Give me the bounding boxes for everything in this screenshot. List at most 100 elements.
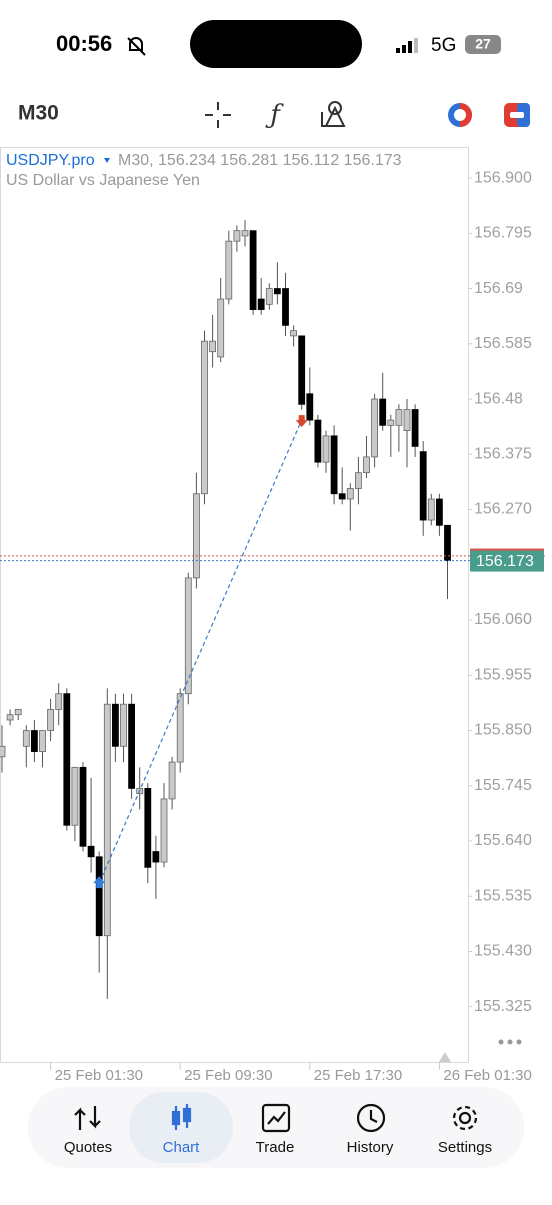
y-tick-label: 156.69 <box>474 280 523 297</box>
y-tick-label: 155.325 <box>474 998 532 1015</box>
nav-tab-label[interactable]: Settings <box>438 1139 492 1156</box>
candle-body <box>144 787 152 868</box>
candle-body <box>306 393 314 421</box>
candle-body <box>265 288 273 305</box>
candle-body <box>0 745 6 758</box>
candle-body <box>314 419 322 463</box>
candle-body <box>241 230 249 237</box>
candle-body <box>363 456 370 474</box>
crosshair-icon[interactable] <box>205 102 231 128</box>
nav-tab-label[interactable]: Trade <box>256 1139 295 1156</box>
x-tick-label: 25 Feb 17:30 <box>314 1067 402 1084</box>
candle-body <box>79 766 87 847</box>
candle-body <box>71 766 79 826</box>
y-tick-label: 155.430 <box>474 943 532 960</box>
candle-body <box>354 472 362 489</box>
trade-tab-icon[interactable] <box>261 1103 291 1133</box>
buy-arrow <box>93 876 106 889</box>
candle-body <box>47 709 54 731</box>
ohlc-info: M30, 156.234 156.281 156.112 156.173 <box>118 152 402 169</box>
candle-body <box>338 493 346 500</box>
settings-icon[interactable] <box>452 1105 478 1131</box>
candle-body <box>346 488 354 500</box>
candle-body <box>427 498 435 521</box>
symbol-menu-arrow[interactable] <box>104 158 110 163</box>
y-tick-label: 155.955 <box>474 666 532 683</box>
candle-body <box>379 398 387 426</box>
timeframe[interactable]: M30 <box>18 102 59 125</box>
quotes-icon[interactable] <box>74 1106 101 1130</box>
symbol[interactable]: USDJPY.pro <box>6 152 95 169</box>
candle-body <box>30 730 38 752</box>
candle-body <box>201 340 208 495</box>
battery-level: 27 <box>475 36 491 52</box>
objects-icon[interactable] <box>321 101 346 127</box>
candle-body <box>184 577 192 695</box>
candle-body <box>112 703 119 747</box>
nav-tab-label[interactable]: Chart <box>163 1139 201 1156</box>
candle-body <box>257 298 265 310</box>
candle-body <box>217 298 225 358</box>
candle-body <box>39 730 46 752</box>
nav-tab-label[interactable]: History <box>347 1139 394 1156</box>
y-tick-label: 156.270 <box>474 501 532 518</box>
one-click-icon[interactable] <box>448 103 472 127</box>
x-tick-label: 26 Feb 01:30 <box>443 1067 531 1084</box>
network-type: 5G <box>431 35 456 56</box>
candle-body <box>387 419 395 426</box>
last-price-label: 156.173 <box>476 553 534 570</box>
candle-body <box>14 709 22 716</box>
candle-body <box>176 693 184 763</box>
candle-body <box>225 240 233 300</box>
candle-body <box>128 703 136 789</box>
bell-off-icon <box>127 37 146 56</box>
candle-body <box>87 845 95 858</box>
nav-tab-label[interactable]: Quotes <box>64 1139 112 1156</box>
y-tick-label: 155.535 <box>474 887 532 904</box>
candle-body <box>95 856 103 937</box>
sell-arrow <box>295 415 308 428</box>
candle-body <box>249 230 257 310</box>
chart-icon[interactable] <box>171 1104 192 1130</box>
candle-body <box>411 409 419 447</box>
candle-body <box>395 409 403 426</box>
candle-body <box>290 330 298 337</box>
symbol-description: US Dollar vs Japanese Yen <box>6 172 200 189</box>
battery <box>465 35 501 54</box>
y-tick-label: 156.900 <box>474 169 532 186</box>
y-tick-label: 156.060 <box>474 611 532 628</box>
price-tag <box>470 548 544 572</box>
y-tick-label: 155.745 <box>474 777 532 794</box>
candle-body <box>192 493 200 579</box>
x-tick-label: 25 Feb 01:30 <box>55 1067 143 1084</box>
candle-body <box>435 498 443 526</box>
status-time: 00:56 <box>56 31 112 56</box>
candle-body <box>371 398 379 458</box>
more-dots[interactable] <box>498 1039 522 1045</box>
shift-marker[interactable] <box>439 1052 451 1062</box>
active-tab <box>129 1092 233 1163</box>
candle-body <box>168 761 176 800</box>
candle-body <box>55 693 63 710</box>
nav-icons <box>74 1103 478 1133</box>
candle-body <box>103 703 111 937</box>
trade-icon[interactable] <box>504 103 530 127</box>
dynamic-island <box>190 20 362 68</box>
candle-body <box>233 230 241 242</box>
candle-body <box>160 798 168 863</box>
history-icon[interactable] <box>356 1103 386 1133</box>
y-tick-label: 155.850 <box>474 722 532 739</box>
candle-body <box>444 524 451 561</box>
y-tick-label: 156.795 <box>474 225 532 242</box>
candle-body <box>63 693 71 826</box>
y-tick-label: 156.48 <box>474 390 523 407</box>
indicators-icon[interactable]: ƒ <box>265 100 284 130</box>
candle-body <box>403 409 411 432</box>
y-tick-label: 156.375 <box>474 445 532 462</box>
trade-line <box>98 419 303 884</box>
y-tick-label: 155.640 <box>474 832 532 849</box>
candle-body <box>298 335 306 405</box>
candle-body <box>330 435 338 495</box>
candle-body <box>6 714 14 721</box>
